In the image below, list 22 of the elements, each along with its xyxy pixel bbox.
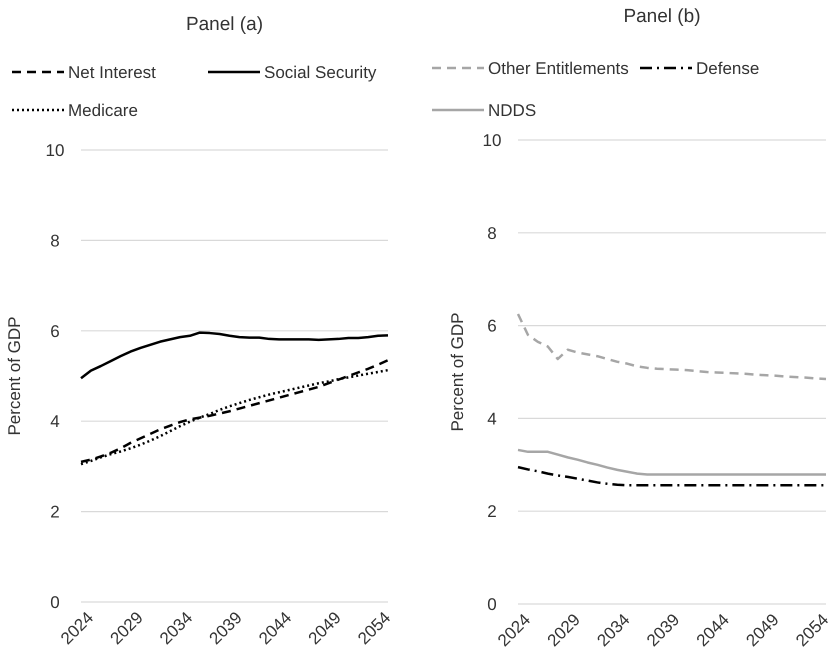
legend-label: Other Entitlements [488, 59, 629, 78]
y-tick-label: 6 [50, 322, 60, 341]
y-tick-label: 0 [50, 593, 60, 612]
y-tick-label: 2 [50, 502, 60, 522]
legend-label: NDDS [488, 101, 536, 120]
y-tick-label: 4 [50, 412, 60, 432]
legend-label: Medicare [68, 101, 138, 120]
legend-label: Net Interest [68, 63, 156, 82]
y-tick-label: 10 [482, 131, 502, 150]
y-tick-label: 6 [487, 316, 497, 336]
y-tick-label: 4 [487, 409, 497, 428]
chart-title: Panel (b) [623, 6, 701, 27]
legend-label: Social Security [264, 63, 377, 82]
y-axis-title: Percent of GDP [448, 312, 467, 432]
y-tick-label: 0 [487, 595, 497, 614]
y-tick-label: 2 [487, 502, 497, 522]
chart-title: Panel (a) [186, 14, 264, 35]
y-tick-label: 8 [50, 231, 60, 250]
y-tick-label: 10 [46, 141, 64, 160]
y-tick-label: 8 [487, 224, 497, 243]
y-axis-title: Percent of GDP [5, 316, 24, 436]
legend-label: Defense [696, 59, 760, 78]
